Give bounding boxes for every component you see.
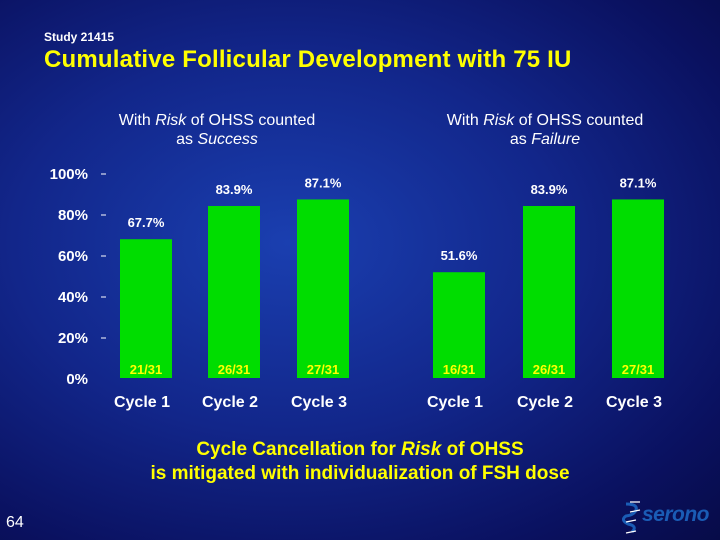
serono-mark-icon bbox=[622, 501, 641, 534]
x-category-label: Cycle 1 bbox=[114, 394, 170, 411]
bar-failure-cycle-2 bbox=[523, 206, 575, 378]
bar-value-label: 87.1% bbox=[620, 175, 657, 190]
serono-logo: serono bbox=[622, 498, 718, 538]
y-tick-label: 80% bbox=[58, 207, 88, 224]
x-category-label: Cycle 3 bbox=[291, 394, 347, 411]
subtitle-text: as bbox=[176, 131, 198, 148]
subtitle-text: of OHSS counted bbox=[186, 112, 316, 129]
slide-title: Cumulative Follicular Development with 7… bbox=[44, 46, 572, 73]
logo-text: serono bbox=[642, 503, 710, 526]
panel-subtitle-success: With Risk of OHSS counted as Success bbox=[72, 111, 362, 149]
subtitle-text: With bbox=[118, 112, 156, 129]
bar-count-label: 21/31 bbox=[130, 362, 163, 377]
y-tick-label: 0% bbox=[66, 371, 88, 388]
caption: Cycle Cancellation for Risk of OHSS is m… bbox=[60, 438, 660, 486]
bar-failure-cycle-3 bbox=[612, 199, 664, 378]
bar-value-label: 51.6% bbox=[441, 248, 478, 263]
bar-value-label: 87.1% bbox=[305, 175, 342, 190]
subtitle-emphasis: Risk bbox=[483, 112, 515, 129]
bar-value-label: 67.7% bbox=[128, 215, 165, 230]
bar-success-cycle-1 bbox=[120, 239, 172, 378]
bar-count-label: 27/31 bbox=[307, 362, 340, 377]
caption-text: is mitigated with individualization of F… bbox=[150, 463, 570, 484]
panel-subtitle-failure: With Risk of OHSS counted as Failure bbox=[400, 111, 690, 149]
bar-value-label: 83.9% bbox=[531, 182, 568, 197]
bar-success-cycle-2 bbox=[208, 206, 260, 378]
x-category-label: Cycle 2 bbox=[517, 394, 573, 411]
bar-failure-cycle-1 bbox=[433, 272, 485, 378]
subtitle-text: as bbox=[509, 131, 532, 148]
caption-emphasis: Risk bbox=[401, 439, 442, 460]
caption-text: Cycle Cancellation for bbox=[196, 439, 402, 460]
caption-text: of OHSS bbox=[441, 439, 524, 460]
x-category-label: Cycle 3 bbox=[606, 394, 662, 411]
bar-success-cycle-3 bbox=[297, 199, 349, 378]
x-category-label: Cycle 2 bbox=[202, 394, 258, 411]
bar-count-label: 27/31 bbox=[622, 362, 655, 377]
y-tick-label: 60% bbox=[58, 248, 88, 265]
bar-count-label: 26/31 bbox=[218, 362, 251, 377]
subtitle-text: With bbox=[446, 112, 484, 129]
y-tick-label: 100% bbox=[50, 166, 88, 183]
y-tick-label: 20% bbox=[58, 330, 88, 347]
x-category-label: Cycle 1 bbox=[427, 394, 483, 411]
subtitle-emphasis: Risk bbox=[155, 112, 187, 129]
subtitle-text: of OHSS counted bbox=[514, 112, 644, 129]
subtitle-emphasis: Success bbox=[197, 131, 258, 148]
y-tick-label: 40% bbox=[58, 289, 88, 306]
bar-count-label: 26/31 bbox=[533, 362, 566, 377]
bar-value-label: 83.9% bbox=[216, 182, 253, 197]
page-number: 64 bbox=[6, 514, 24, 531]
subtitle-emphasis: Failure bbox=[531, 131, 581, 148]
bar-count-label: 16/31 bbox=[443, 362, 476, 377]
study-label: Study 21415 bbox=[44, 30, 115, 44]
